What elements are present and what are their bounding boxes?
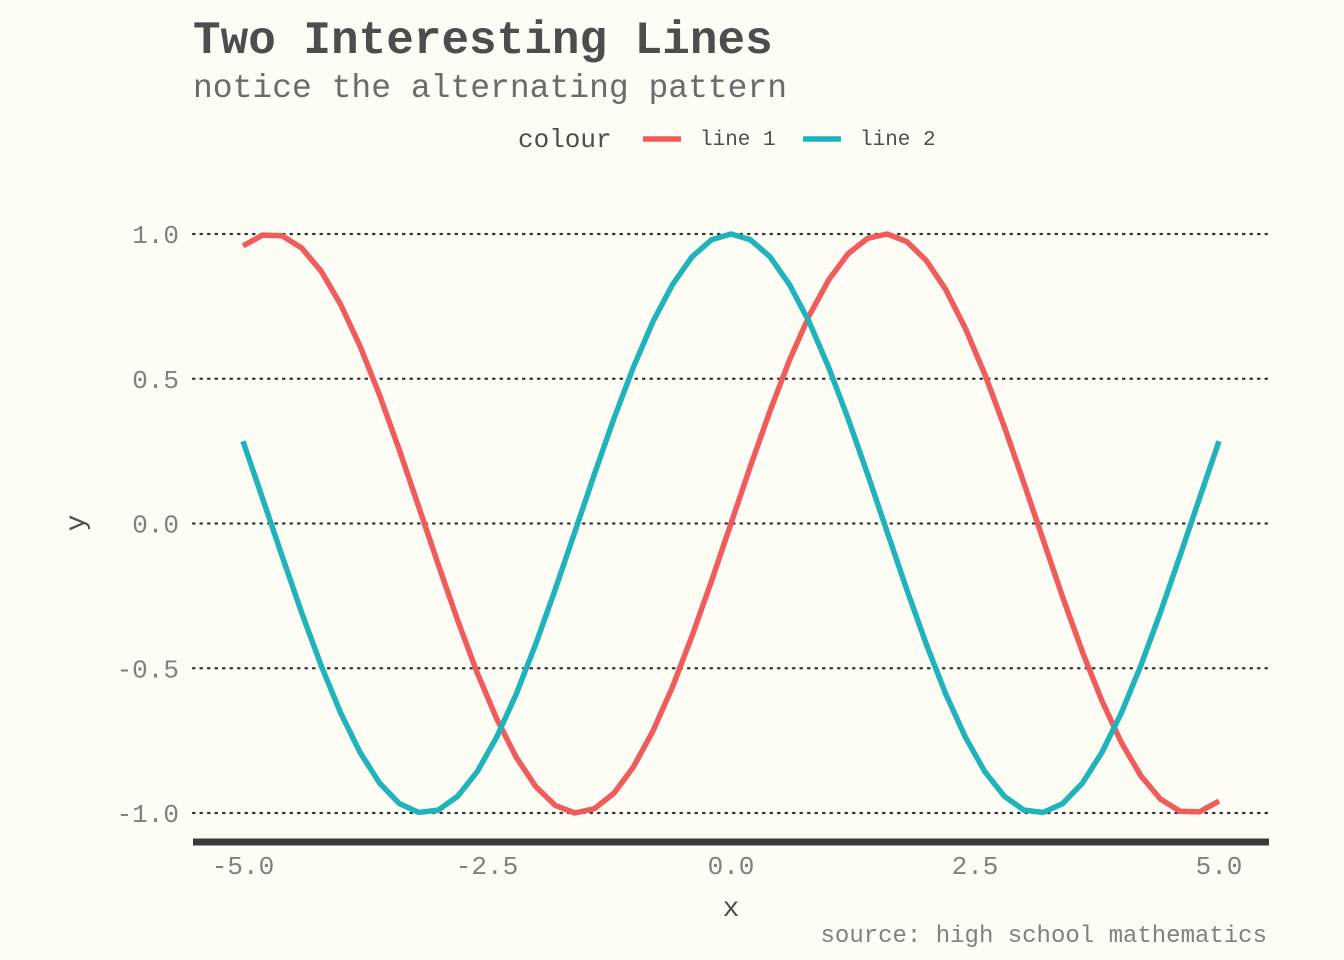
legend: colour line 1 line 2	[518, 125, 936, 155]
x-tick-label: 5.0	[1196, 852, 1243, 882]
chart-title: Two Interesting Lines	[193, 15, 773, 67]
series-line-1	[241, 231, 1221, 816]
x-axis-title: x	[723, 894, 740, 925]
x-tick-label: -5.0	[212, 852, 274, 882]
plot-series	[240, 231, 1222, 816]
x-tick-label: 0.0	[708, 852, 755, 882]
x-tick-label: 2.5	[952, 852, 999, 882]
y-axis-title: y	[62, 515, 93, 532]
y-axis-ticks: -1.0 -0.5 0.0 0.5 1.0	[117, 221, 179, 830]
legend-label-line-2: line 2	[860, 129, 936, 152]
y-tick-label: 1.0	[132, 221, 179, 251]
y-tick-label: -1.0	[117, 800, 179, 830]
series-line-2	[240, 231, 1222, 816]
legend-label-line-1: line 1	[700, 129, 776, 152]
chart-caption: source: high school mathematics	[821, 923, 1267, 950]
chart-subtitle: notice the alternating pattern	[193, 70, 787, 107]
y-tick-label: 0.5	[132, 366, 179, 396]
x-axis-ticks: -5.0 -2.5 0.0 2.5 5.0	[212, 852, 1243, 882]
y-tick-label: -0.5	[117, 655, 179, 685]
legend-title: colour	[518, 125, 612, 155]
y-tick-label: 0.0	[132, 511, 179, 541]
x-tick-label: -2.5	[456, 852, 518, 882]
